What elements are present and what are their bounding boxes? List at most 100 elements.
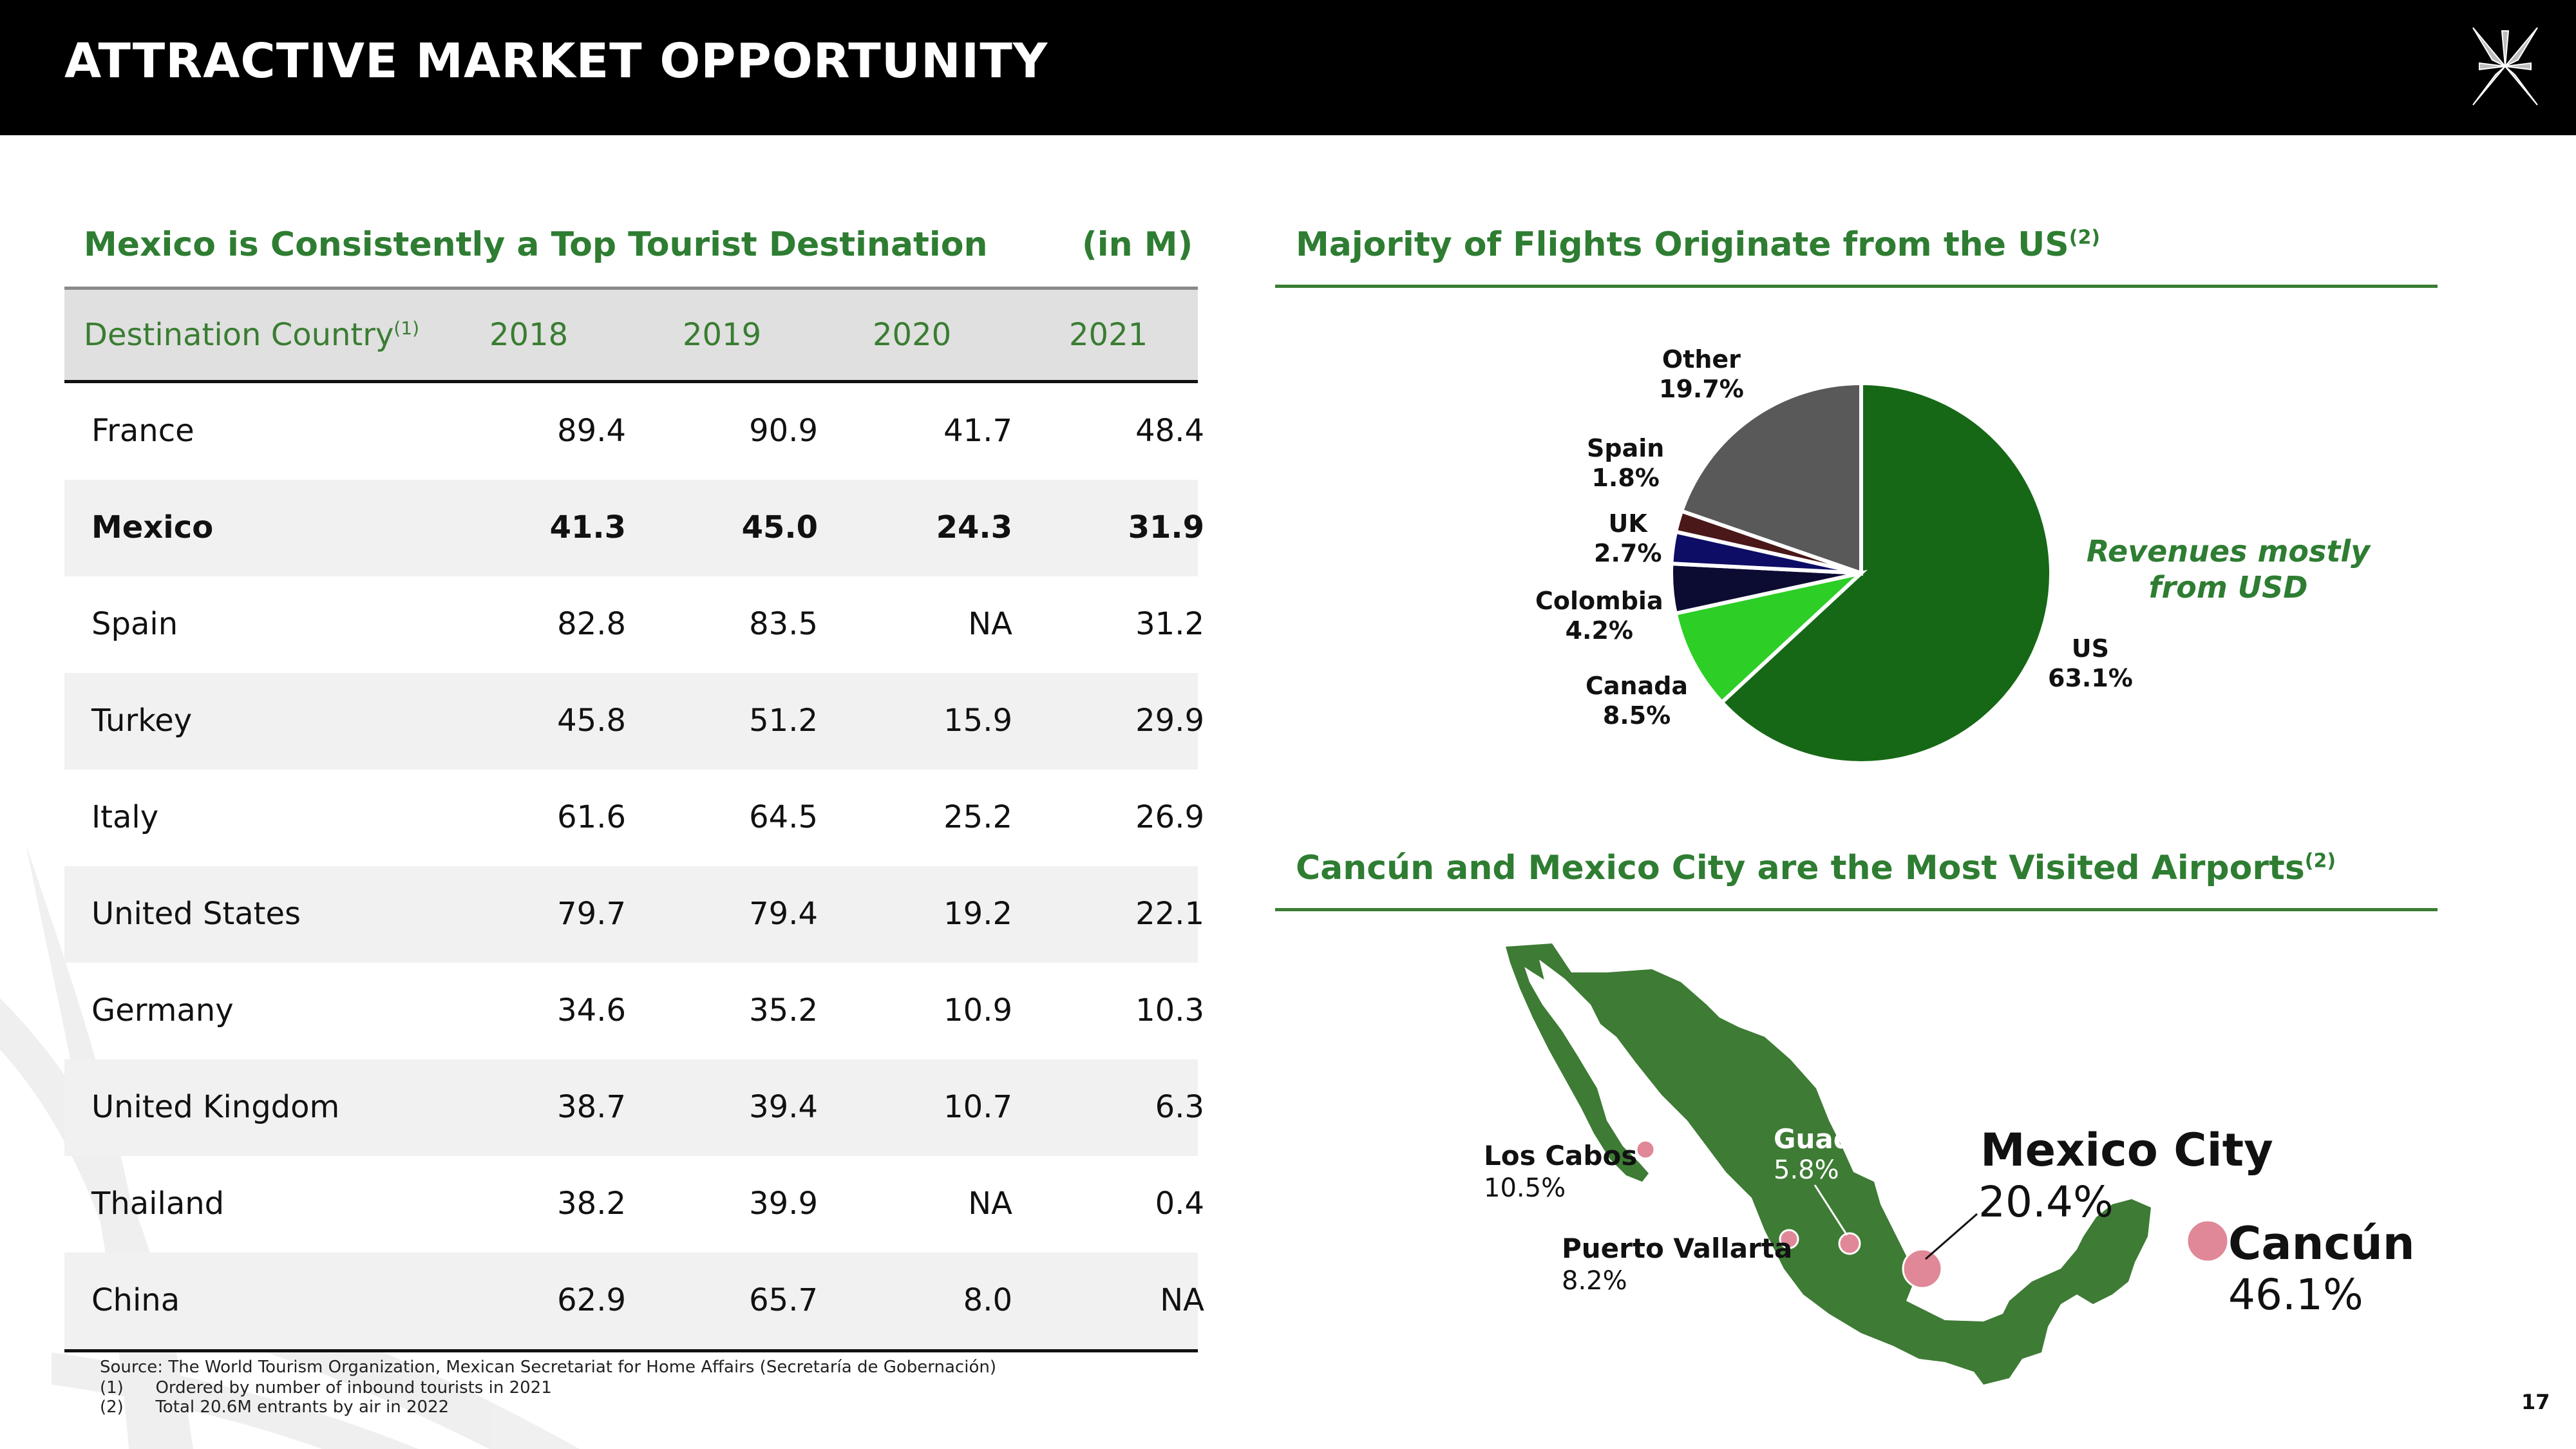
cell-2019: 51.2 — [749, 703, 818, 739]
marker-cancun — [2186, 1219, 2230, 1263]
cell-country: Turkey — [91, 703, 193, 739]
leader-line-mexico-city — [1925, 1213, 1978, 1260]
cell-2019: 90.9 — [749, 413, 818, 449]
cell-2018: 38.2 — [557, 1186, 626, 1222]
leader-line-guadalajara — [1814, 1184, 1848, 1236]
pie-slice-other — [1679, 381, 1863, 576]
cell-2021: NA — [1160, 1282, 1204, 1318]
cell-2019: 39.4 — [749, 1089, 818, 1125]
label-guadalajara-name: Guadalajara — [1774, 1123, 1958, 1155]
cell-2019: 39.9 — [749, 1186, 818, 1222]
cell-2019: 83.5 — [749, 606, 818, 642]
label-los-cabos-name: Los Cabos — [1484, 1140, 1638, 1171]
label-puerto-vallarta-name: Puerto Vallarta — [1562, 1233, 1793, 1264]
cell-country: Mexico — [91, 509, 214, 545]
label-los-cabos-pct: 10.5% — [1484, 1173, 1566, 1203]
pie-slice-us — [1719, 381, 2053, 765]
pie-label-spain: Spain 1.8% — [1587, 434, 1665, 492]
cell-2018: 82.8 — [557, 606, 626, 642]
page-title: ATTRACTIVE MARKET OPPORTUNITY — [64, 33, 1048, 89]
cell-2021: 48.4 — [1135, 413, 1204, 449]
footnote-1: (1) Ordered by number of inbound tourist… — [100, 1378, 552, 1397]
cell-2020: 10.9 — [943, 992, 1012, 1028]
cell-country: Germany — [91, 992, 234, 1028]
label-mexico-city-name: Mexico City — [1980, 1124, 2273, 1177]
label-cancun-name: Cancún — [2228, 1217, 2415, 1270]
cell-2019: 35.2 — [749, 992, 818, 1028]
pie-slice-canada — [1673, 569, 1868, 705]
cell-2020: 41.7 — [943, 413, 1012, 449]
cell-2018: 38.7 — [557, 1089, 626, 1125]
table-row: United Kingdom 38.7 39.4 10.7 6.3 — [64, 1059, 1204, 1156]
cell-2019: 65.7 — [749, 1282, 818, 1318]
table-row: Thailand 38.2 39.9 NA 0.4 — [64, 1156, 1204, 1253]
cell-2020: NA — [968, 606, 1012, 642]
pie-label-colombia: Colombia 4.2% — [1535, 587, 1663, 645]
mexico-map — [1506, 943, 2230, 1385]
cell-2021: 10.3 — [1135, 992, 1204, 1028]
airports-title-rule — [1275, 908, 2438, 911]
marker-mexico-city — [1902, 1248, 1943, 1289]
cell-2018: 34.6 — [557, 992, 626, 1028]
flights-origin-pie-chart — [1669, 381, 2053, 765]
pie-label-uk: UK 2.7% — [1594, 509, 1662, 567]
cell-2018: 45.8 — [557, 703, 626, 739]
cell-2019: 79.4 — [749, 896, 818, 932]
cell-2020: 15.9 — [943, 703, 1012, 739]
cell-2019: 64.5 — [749, 799, 818, 835]
table-row: France 89.4 90.9 41.7 48.4 — [64, 383, 1204, 480]
pie-label-canada: Canada 8.5% — [1586, 672, 1689, 730]
cell-country: United States — [91, 896, 301, 932]
pie-label-other: Other 19.7% — [1659, 345, 1744, 403]
table-row: Spain 82.8 83.5 NA 31.2 — [64, 576, 1204, 673]
label-puerto-vallarta-pct: 8.2% — [1562, 1266, 1627, 1296]
cell-country: China — [91, 1282, 180, 1318]
table-row: China 62.9 65.7 8.0 NA — [64, 1253, 1204, 1349]
table-row: Germany 34.6 35.2 10.9 10.3 — [64, 963, 1204, 1059]
table-section-title: Mexico is Consistently a Top Tourist Des… — [84, 225, 988, 264]
col-header-2020: 2020 — [873, 317, 952, 353]
company-logo-icon — [2472, 27, 2538, 106]
cell-country: Spain — [91, 606, 178, 642]
header-bar: ATTRACTIVE MARKET OPPORTUNITY — [0, 0, 2576, 135]
table-row: Mexico 41.3 45.0 24.3 31.9 — [64, 480, 1204, 576]
label-mexico-city-pct: 20.4% — [1978, 1177, 2114, 1227]
cell-2020: 25.2 — [943, 799, 1012, 835]
cell-country: Thailand — [91, 1186, 225, 1222]
cell-2020: 8.0 — [963, 1282, 1012, 1318]
footnote-2: (2) Total 20.6M entrants by air in 2022 — [100, 1397, 450, 1417]
marker-los-cabos — [1635, 1139, 1656, 1160]
flights-title-rule — [1275, 285, 2438, 288]
cell-2018: 79.7 — [557, 896, 626, 932]
cell-2020: NA — [968, 1186, 1012, 1222]
cell-country: United Kingdom — [91, 1089, 340, 1125]
pie-label-us: US 63.1% — [2048, 634, 2133, 692]
table-unit-label: (in M) — [1082, 225, 1193, 264]
cell-2020: 10.7 — [943, 1089, 1012, 1125]
page-number: 17 — [2521, 1390, 2550, 1414]
cell-2019: 45.0 — [741, 509, 818, 545]
table-row: United States 79.7 79.4 19.2 22.1 — [64, 866, 1204, 963]
cell-2021: 31.2 — [1135, 606, 1204, 642]
col-header-2019: 2019 — [683, 317, 762, 353]
marker-puerto-vallarta — [1779, 1229, 1799, 1249]
table-row: Italy 61.6 64.5 25.2 26.9 — [64, 770, 1204, 866]
col-header-country: Destination Country(1) — [84, 317, 420, 353]
cell-2021: 22.1 — [1135, 896, 1204, 932]
col-header-2021: 2021 — [1069, 317, 1148, 353]
marker-guadalajara — [1838, 1232, 1861, 1255]
revenue-note: Revenues mostly from USD — [2086, 534, 2371, 605]
cell-2020: 19.2 — [943, 896, 1012, 932]
cell-2021: 29.9 — [1135, 703, 1204, 739]
flights-section-title: Majority of Flights Originate from the U… — [1296, 225, 2101, 264]
cell-country: France — [91, 413, 194, 449]
mexico-territory — [1506, 943, 2151, 1385]
col-header-2018: 2018 — [489, 317, 569, 353]
cell-2021: 6.3 — [1155, 1089, 1204, 1125]
cell-2018: 41.3 — [549, 509, 626, 545]
cell-2018: 61.6 — [557, 799, 626, 835]
label-cancun-pct: 46.1% — [2228, 1270, 2363, 1320]
airports-section-title: Cancún and Mexico City are the Most Visi… — [1296, 849, 2336, 887]
source-note: Source: The World Tourism Organization, … — [100, 1358, 996, 1377]
cell-2020: 24.3 — [936, 509, 1012, 545]
